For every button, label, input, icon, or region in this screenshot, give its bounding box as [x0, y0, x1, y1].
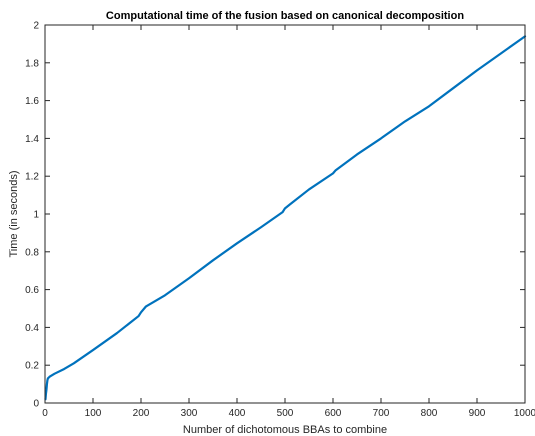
chart-title: Computational time of the fusion based o… [106, 10, 464, 22]
y-tick-label: 1.4 [25, 134, 39, 145]
y-tick-label: 1 [33, 210, 39, 221]
x-tick-label: 600 [325, 408, 342, 419]
ticks-layer: 0 100 200 300 400 500 600 700 800 900 1000 0 0.2 0.4 0… [25, 21, 535, 420]
y-tick-label: 0.2 [25, 361, 39, 372]
x-tick-label: 700 [373, 408, 390, 419]
x-tick-label: 900 [469, 408, 486, 419]
x-tick-label: 800 [421, 408, 438, 419]
x-tick-label: 200 [133, 408, 150, 419]
y-tick-label: 0.6 [25, 285, 39, 296]
x-tick-label: 1000 [514, 408, 535, 419]
y-tick-label: 0.4 [25, 323, 39, 334]
y-tick-label: 1.8 [25, 58, 39, 69]
y-tick-label: 1.6 [25, 96, 39, 107]
y-tick-label: 0.8 [25, 247, 39, 258]
plot-area-box [44, 24, 526, 404]
y-tick-label: 2 [33, 21, 39, 32]
y-tick-label: 0 [33, 399, 39, 410]
x-tick-label: 100 [85, 408, 102, 419]
series-line [44, 35, 527, 401]
x-tick-label: 300 [181, 408, 198, 419]
x-tick-label: 0 [42, 408, 48, 419]
x-tick-label: 500 [277, 408, 294, 419]
y-tick-label: 1.2 [25, 172, 39, 183]
y-axis-label: Time (in seconds) [8, 170, 20, 257]
x-axis-label: Number of dichotomous BBAs to combine [183, 424, 387, 436]
x-tick-label: 400 [229, 408, 246, 419]
